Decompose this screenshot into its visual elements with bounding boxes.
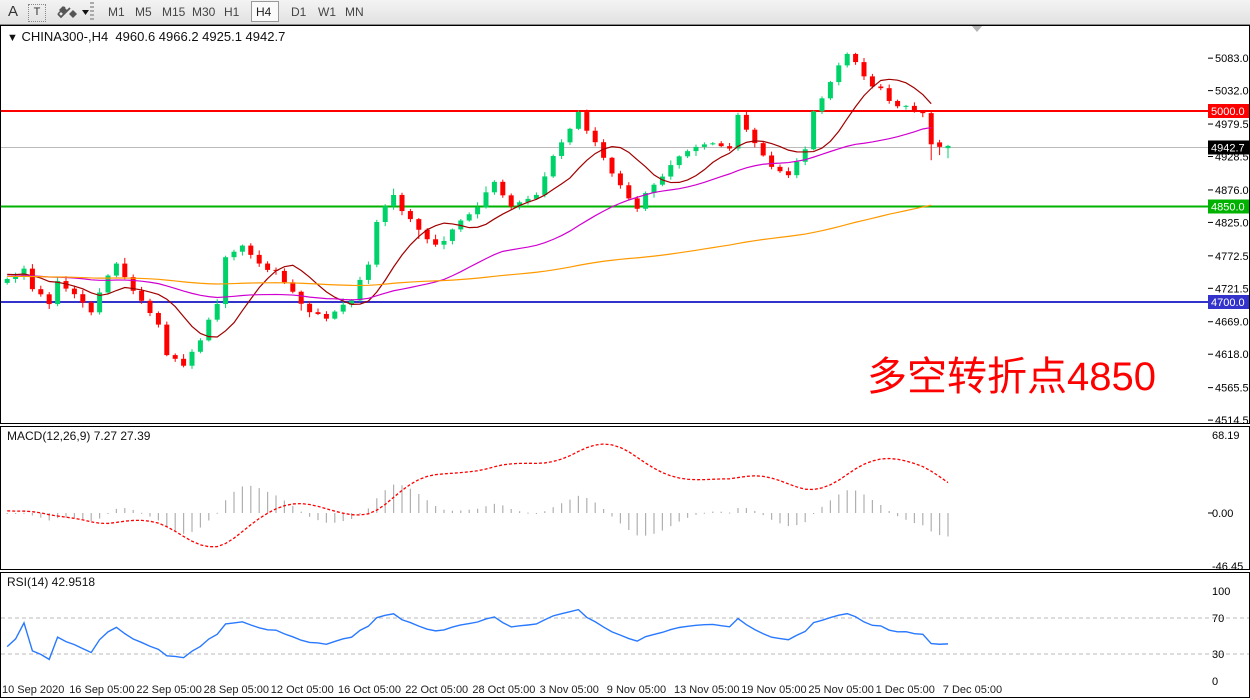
svg-text:68.19: 68.19 [1212, 430, 1240, 442]
svg-text:4618.0: 4618.0 [1215, 349, 1249, 361]
svg-text:4565.5: 4565.5 [1215, 383, 1249, 395]
svg-text:4850.0: 4850.0 [1211, 202, 1245, 214]
svg-text:0.00: 0.00 [1212, 508, 1233, 520]
svg-text:4669.0: 4669.0 [1215, 317, 1249, 329]
svg-text:30: 30 [1212, 649, 1224, 661]
svg-text:4514.5: 4514.5 [1215, 415, 1249, 424]
svg-text:-46.45: -46.45 [1212, 561, 1243, 570]
svg-text:多空转折点4850: 多空转折点4850 [867, 355, 1156, 399]
svg-text:4942.7: 4942.7 [1211, 142, 1245, 154]
svg-text:4721.5: 4721.5 [1215, 283, 1249, 295]
svg-text:5000.0: 5000.0 [1211, 106, 1245, 118]
svg-text:100: 100 [1212, 586, 1230, 598]
svg-text:70: 70 [1212, 613, 1224, 625]
svg-text:5083.0: 5083.0 [1215, 53, 1249, 65]
svg-text:4772.5: 4772.5 [1215, 251, 1249, 263]
svg-text:4979.5: 4979.5 [1215, 119, 1249, 131]
svg-text:5032.0: 5032.0 [1215, 86, 1249, 98]
svg-text:4876.0: 4876.0 [1215, 185, 1249, 197]
svg-text:4825.0: 4825.0 [1215, 217, 1249, 229]
svg-text:4700.0: 4700.0 [1211, 297, 1245, 309]
